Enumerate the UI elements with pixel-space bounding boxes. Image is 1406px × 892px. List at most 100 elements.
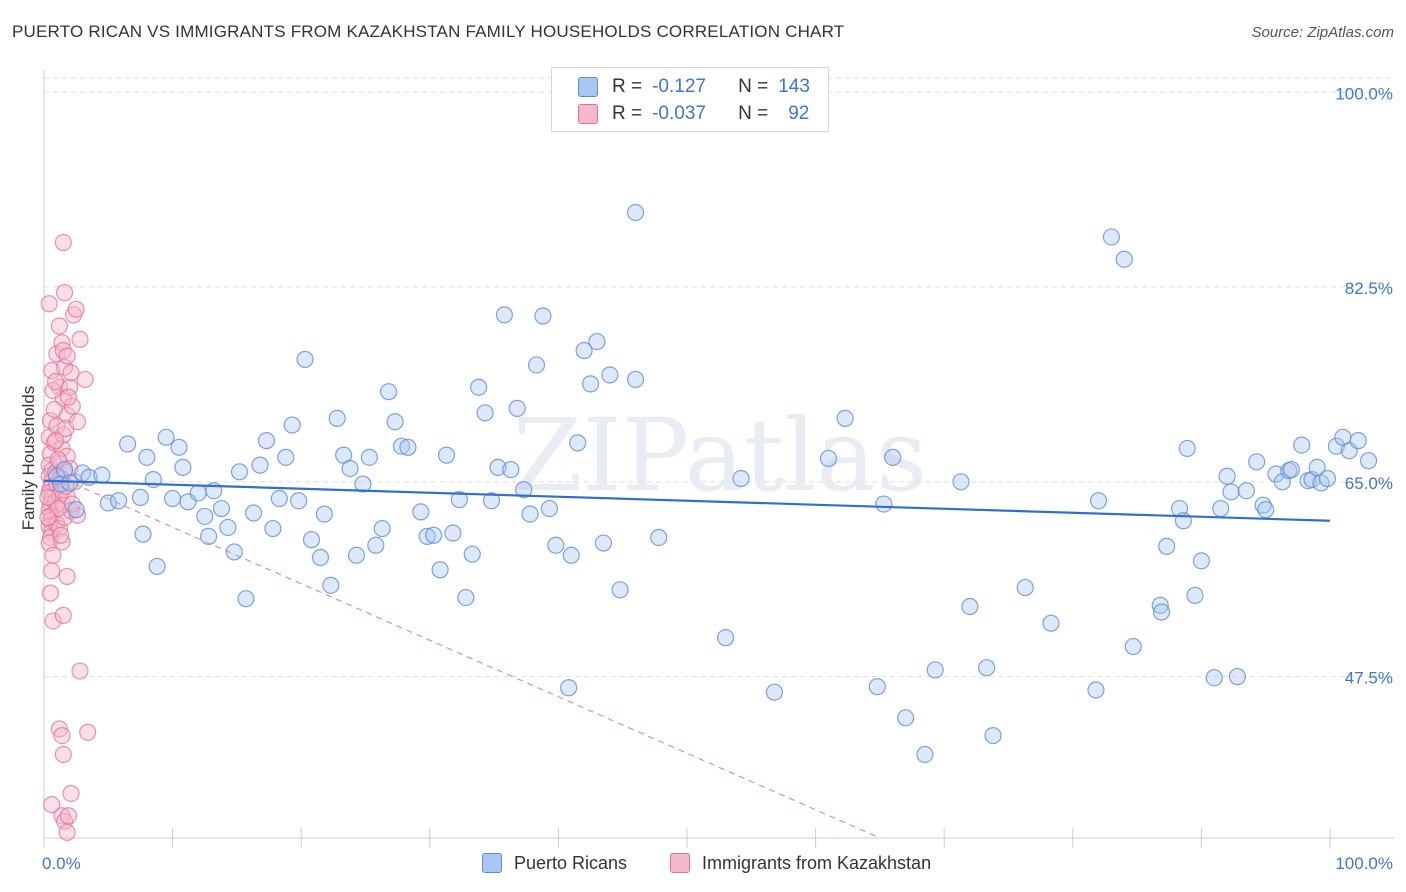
point-puerto-rican [1016,578,1034,597]
trend-lines-puerto-rican [43,479,1331,522]
legend-n-value: 143 [778,76,810,97]
point-kazakhstan [76,370,94,389]
point-puerto-rican [425,526,443,544]
point-puerto-rican [367,536,385,554]
point-puerto-rican [716,629,735,647]
gridlines [44,77,1394,678]
source-label: Source: ZipAtlas.com [1251,24,1394,41]
point-puerto-rican [61,474,79,492]
point-kazakhstan [50,317,69,335]
point-puerto-rican [373,519,391,538]
point-puerto-rican [601,366,619,384]
legend-n-value: 92 [788,103,810,124]
point-puerto-rican [884,448,902,466]
point-puerto-rican [581,375,600,393]
point-kazakhstan [67,300,85,318]
point-kazakhstan [41,584,60,602]
point-puerto-rican [1152,603,1171,621]
point-puerto-rican [431,561,449,579]
y-tick-label: 100.0% [1335,84,1393,103]
point-puerto-rican [164,489,182,508]
point-puerto-rican [819,449,838,468]
point-puerto-rican [560,679,578,697]
point-puerto-rican [562,546,580,564]
point-puerto-rican [174,458,192,476]
point-puerto-rican [392,437,411,455]
point-puerto-rican [399,438,417,456]
point-puerto-rican [1222,483,1240,501]
point-kazakhstan [40,295,58,313]
point-puerto-rican [470,378,488,396]
point-puerto-rican [341,459,359,478]
point-kazakhstan [54,233,72,252]
point-puerto-rican [588,332,606,351]
point-kazakhstan [58,347,76,365]
point-puerto-rican [386,413,404,431]
point-puerto-rican [1151,596,1169,614]
point-kazakhstan [59,388,78,406]
point-puerto-rican [916,745,934,764]
point-puerto-rican [354,475,372,493]
point-puerto-rican [1293,436,1311,454]
point-puerto-rican [978,659,996,677]
point-puerto-rican [237,590,255,608]
point-puerto-rican [875,495,893,513]
point-puerto-rican [302,531,321,549]
point-kazakhstan [59,807,78,825]
point-kazakhstan [53,726,71,745]
point-kazakhstan [58,823,76,842]
y-tick-labels: 47.5% 65.0% 82.5% 100.0% [1335,84,1393,687]
point-puerto-rican [868,678,886,696]
point-puerto-rican [575,341,593,360]
legend-row-kazakhstan: R = -0.037 N = 92 [578,101,809,127]
point-puerto-rican [109,492,128,510]
point-puerto-rican [1124,637,1142,656]
point-puerto-rican [1237,482,1256,500]
trend-lines-kazakhstan [43,470,881,839]
point-puerto-rican [315,505,333,523]
point-puerto-rican [418,527,436,545]
point-kazakhstan [43,562,61,580]
point-kazakhstan [63,397,81,415]
bottom-legend-kazakhstan: Immigrants from Kazakhstan [670,851,931,875]
point-puerto-rican [984,726,1002,745]
point-puerto-rican [1042,614,1060,632]
point-puerto-rican [1349,432,1367,450]
point-kazakhstan [68,506,87,524]
bottom-legend-label: Puerto Ricans [514,852,628,873]
point-puerto-rican [540,499,558,518]
point-puerto-rican [482,492,501,510]
axes [43,70,1394,848]
point-puerto-rican [230,463,249,481]
point-puerto-rican [1089,492,1108,510]
point-puerto-rican [897,709,915,727]
point-puerto-rican [296,350,314,368]
point-puerto-rican [515,481,533,499]
legend-r-label: R = [612,103,643,124]
point-kazakhstan [44,612,62,630]
point-puerto-rican [463,545,481,563]
y-tick-label: 82.5% [1345,279,1393,298]
point-puerto-rican [836,409,854,427]
point-puerto-rican [1178,439,1196,458]
legend-r-label: R = [612,76,643,97]
point-puerto-rican [1115,250,1133,268]
point-kazakhstan [58,567,76,586]
point-kazakhstan [68,413,87,431]
point-puerto-rican [212,499,231,518]
point-puerto-rican [277,448,295,466]
point-puerto-rican [569,434,587,452]
point-kazakhstan [39,488,57,507]
x-tick-labels: 0.0% 100.0% [42,854,1393,873]
points-puerto-rican [48,203,1378,764]
point-puerto-rican [311,548,330,567]
point-puerto-rican [322,576,340,594]
point-kazakhstan [79,723,97,741]
point-puerto-rican [732,469,750,488]
point-puerto-rican [412,503,430,521]
point-puerto-rican [611,581,629,599]
point-puerto-rican [952,473,970,491]
y-tick-label: 65.0% [1345,474,1393,493]
x-tick-label: 0.0% [42,854,81,873]
chart-title: PUERTO RICAN VS IMMIGRANTS FROM KAZAKHST… [12,22,845,41]
